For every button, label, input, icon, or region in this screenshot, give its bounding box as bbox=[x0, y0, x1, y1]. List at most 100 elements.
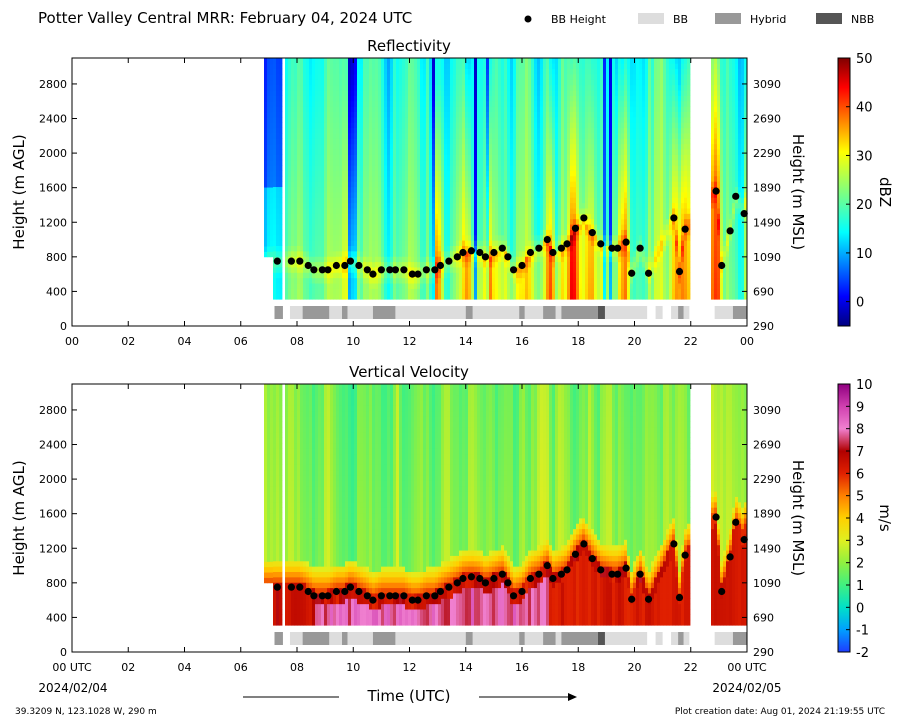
heatmap-cell bbox=[510, 288, 514, 295]
heatmap-cell bbox=[486, 293, 490, 300]
heatmap-cell bbox=[354, 192, 358, 198]
heatmap-cell bbox=[576, 272, 580, 279]
heatmap-cell bbox=[468, 175, 472, 182]
heatmap-cell bbox=[357, 122, 361, 129]
heatmap-cell bbox=[291, 267, 295, 273]
heatmap-cell bbox=[393, 250, 397, 257]
heatmap-cell bbox=[459, 202, 463, 209]
heatmap-cell bbox=[522, 277, 526, 284]
heatmap-cell bbox=[474, 127, 478, 134]
heatmap-cell bbox=[585, 111, 589, 118]
heatmap-cell bbox=[438, 181, 442, 188]
heatmap-cell bbox=[495, 165, 499, 171]
heatmap-cell bbox=[441, 272, 445, 279]
heatmap-cell bbox=[588, 283, 592, 289]
heatmap-cell bbox=[573, 175, 577, 182]
heatmap-cell bbox=[564, 154, 568, 161]
heatmap-cell bbox=[522, 272, 526, 279]
heatmap-cell bbox=[390, 90, 394, 96]
heatmap-cell bbox=[351, 90, 355, 96]
heatmap-cell bbox=[276, 197, 280, 204]
heatmap-cell bbox=[468, 186, 472, 193]
heatmap-cell bbox=[489, 261, 493, 268]
heatmap-cell bbox=[525, 272, 529, 279]
heatmap-cell bbox=[591, 293, 595, 300]
heatmap-cell bbox=[498, 111, 502, 118]
heatmap-cell bbox=[597, 74, 601, 80]
heatmap-cell bbox=[363, 175, 367, 182]
heatmap-cell bbox=[438, 234, 442, 241]
heatmap-cell bbox=[426, 224, 430, 230]
heatmap-cell bbox=[486, 277, 490, 284]
heatmap-cell bbox=[567, 261, 571, 268]
heatmap-cell bbox=[297, 202, 301, 209]
heatmap-cell bbox=[426, 159, 430, 166]
heatmap-cell bbox=[438, 245, 442, 252]
heatmap-cell bbox=[504, 240, 508, 246]
heatmap-cell bbox=[591, 74, 595, 80]
heatmap-cell bbox=[507, 84, 511, 91]
heatmap-cell bbox=[363, 95, 367, 102]
heatmap-cell bbox=[555, 202, 559, 209]
heatmap-cell bbox=[546, 256, 550, 263]
heatmap-cell bbox=[333, 245, 337, 252]
heatmap-cell bbox=[324, 277, 328, 284]
heatmap-cell bbox=[486, 95, 490, 102]
heatmap-cell bbox=[573, 213, 577, 220]
heatmap-cell bbox=[453, 100, 457, 107]
heatmap-cell bbox=[516, 256, 520, 263]
heatmap-cell bbox=[315, 293, 319, 300]
heatmap-cell bbox=[543, 208, 547, 214]
heatmap-cell bbox=[483, 288, 487, 295]
heatmap-cell bbox=[411, 138, 415, 145]
heatmap-cell bbox=[591, 283, 595, 289]
heatmap-cell bbox=[423, 293, 427, 300]
heatmap-cell bbox=[372, 240, 376, 246]
heatmap-cell bbox=[426, 175, 430, 182]
heatmap-cell bbox=[525, 90, 529, 96]
heatmap-cell bbox=[459, 170, 463, 177]
heatmap-cell bbox=[477, 143, 481, 150]
heatmap-cell bbox=[363, 84, 367, 91]
heatmap-cell bbox=[420, 293, 424, 300]
heatmap-cell bbox=[405, 143, 409, 150]
heatmap-cell bbox=[555, 170, 559, 177]
heatmap-cell bbox=[294, 127, 298, 134]
heatmap-cell bbox=[417, 68, 421, 75]
heatmap-cell bbox=[513, 224, 517, 230]
heatmap-cell bbox=[516, 79, 520, 86]
heatmap-cell bbox=[420, 186, 424, 193]
heatmap-cell bbox=[450, 165, 454, 171]
heatmap-cell bbox=[456, 213, 460, 220]
heatmap-cell bbox=[378, 95, 382, 102]
heatmap-cell bbox=[348, 111, 352, 118]
heatmap-cell bbox=[417, 170, 421, 177]
heatmap-cell bbox=[417, 127, 421, 134]
heatmap-cell bbox=[363, 277, 367, 284]
heatmap-cell bbox=[516, 68, 520, 75]
heatmap-cell bbox=[501, 192, 505, 198]
heatmap-cell bbox=[324, 288, 328, 295]
heatmap-cell bbox=[348, 283, 352, 289]
heatmap-cell bbox=[570, 181, 574, 188]
heatmap-cell bbox=[408, 149, 412, 155]
heatmap-cell bbox=[513, 165, 517, 171]
heatmap-cell bbox=[594, 79, 598, 86]
heatmap-cell bbox=[510, 111, 514, 118]
heatmap-cell bbox=[552, 175, 556, 182]
heatmap-cell bbox=[579, 256, 583, 263]
heatmap-cell bbox=[327, 208, 331, 214]
heatmap-cell bbox=[561, 133, 565, 139]
heatmap-cell bbox=[399, 58, 403, 64]
heatmap-cell bbox=[330, 202, 334, 209]
heatmap-cell bbox=[354, 63, 358, 70]
heatmap-cell bbox=[468, 261, 472, 268]
heatmap-cell bbox=[360, 224, 364, 230]
heatmap-cell bbox=[270, 165, 274, 172]
heatmap-cell bbox=[324, 208, 328, 214]
heatmap-cell bbox=[276, 213, 280, 220]
heatmap-cell bbox=[513, 138, 517, 145]
heatmap-cell bbox=[459, 197, 463, 204]
heatmap-cell bbox=[435, 234, 439, 241]
heatmap-cell bbox=[501, 218, 505, 225]
